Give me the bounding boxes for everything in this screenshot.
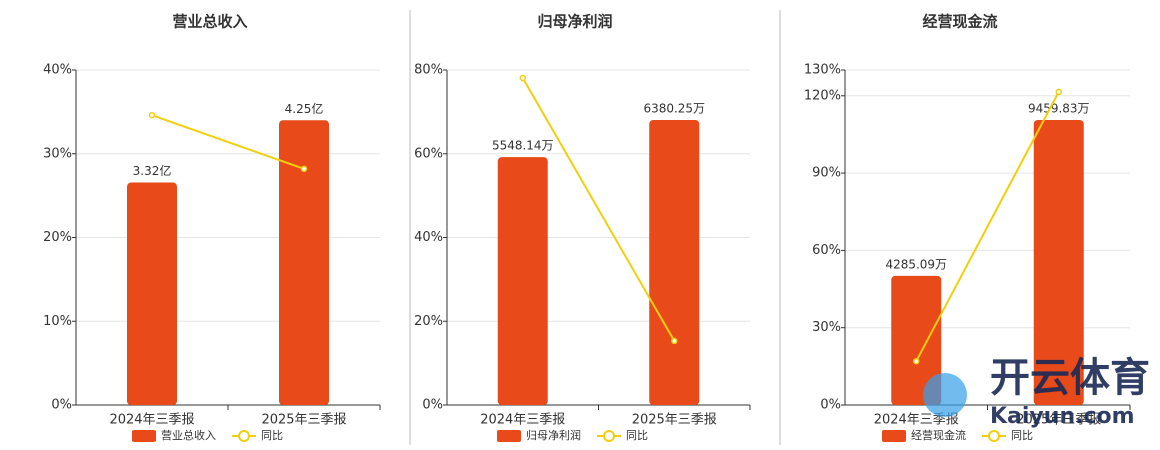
value-label: 4.25亿 — [285, 101, 324, 116]
y-tick-label: 30% — [43, 146, 72, 161]
chart-title: 营业总收入 — [172, 13, 247, 31]
legend-label: 营业总收入 — [161, 428, 216, 442]
line-point — [148, 111, 156, 119]
bar — [497, 157, 548, 405]
watermark-logo — [923, 373, 967, 417]
y-tick-label: 10% — [43, 314, 72, 329]
y-tick-label: 0% — [820, 398, 841, 413]
x-tick-label: 2024年三季报 — [874, 413, 959, 428]
line-point — [671, 337, 678, 345]
line-point — [1055, 88, 1062, 96]
chart-title: 归母净利润 — [537, 13, 612, 31]
watermark-brand: 开云体育 — [990, 355, 1150, 401]
legend-marker — [988, 430, 1000, 442]
y-tick-label: 130% — [804, 63, 841, 78]
line — [915, 91, 1060, 362]
value-label: 5548.14万 — [492, 139, 554, 153]
line — [521, 77, 676, 342]
y-tick-label: 80% — [414, 63, 443, 78]
value-label: 4285.09万 — [885, 257, 947, 271]
value-label: 6380.25万 — [643, 102, 705, 116]
legend-label: 同比 — [261, 429, 283, 442]
legend-label: 经营现金流 — [911, 428, 966, 442]
watermark-site: Kaiyun.com — [990, 404, 1135, 429]
bar — [649, 120, 700, 405]
y-tick-label: 90% — [812, 166, 841, 181]
x-tick-label: 2024年三季报 — [480, 413, 565, 428]
y-tick-label: 120% — [804, 88, 841, 103]
legend-swatch — [132, 430, 156, 442]
value-label: 9459.83万 — [1028, 102, 1090, 116]
chart-title: 经营现金流 — [922, 13, 997, 31]
x-tick-label: 2024年三季报 — [109, 413, 194, 428]
x-tick-label: 2025年三季报 — [261, 413, 346, 428]
legend-label: 同比 — [1011, 429, 1033, 442]
legend-marker — [238, 430, 250, 442]
bar — [279, 120, 329, 405]
y-tick-label: 20% — [43, 230, 72, 245]
line-point — [300, 165, 308, 173]
line — [151, 114, 305, 170]
y-tick-label: 0% — [51, 398, 72, 413]
x-tick-label: 2025年三季报 — [632, 413, 717, 428]
y-tick-label: 60% — [414, 146, 443, 161]
x-tick-label: 2025年三季报 — [1016, 413, 1101, 428]
legend-swatch — [882, 430, 906, 442]
y-tick-label: 20% — [414, 314, 443, 329]
bar — [127, 182, 177, 405]
line-point — [913, 357, 920, 365]
bar — [891, 275, 942, 405]
watermark: 开云体育 Kaiyun.com — [923, 355, 1150, 429]
y-tick-label: 40% — [43, 63, 72, 78]
legend-swatch — [497, 430, 521, 442]
value-label: 3.32亿 — [133, 163, 172, 178]
y-tick-label: 60% — [812, 243, 841, 258]
line-point — [519, 74, 526, 82]
legend-label: 归母净利润 — [526, 428, 581, 442]
bar — [1033, 120, 1084, 406]
y-tick-label: 30% — [812, 320, 841, 335]
y-tick-label: 0% — [422, 398, 443, 413]
legend-label: 同比 — [626, 429, 648, 442]
legend-marker — [603, 430, 615, 442]
y-tick-label: 40% — [414, 230, 443, 245]
